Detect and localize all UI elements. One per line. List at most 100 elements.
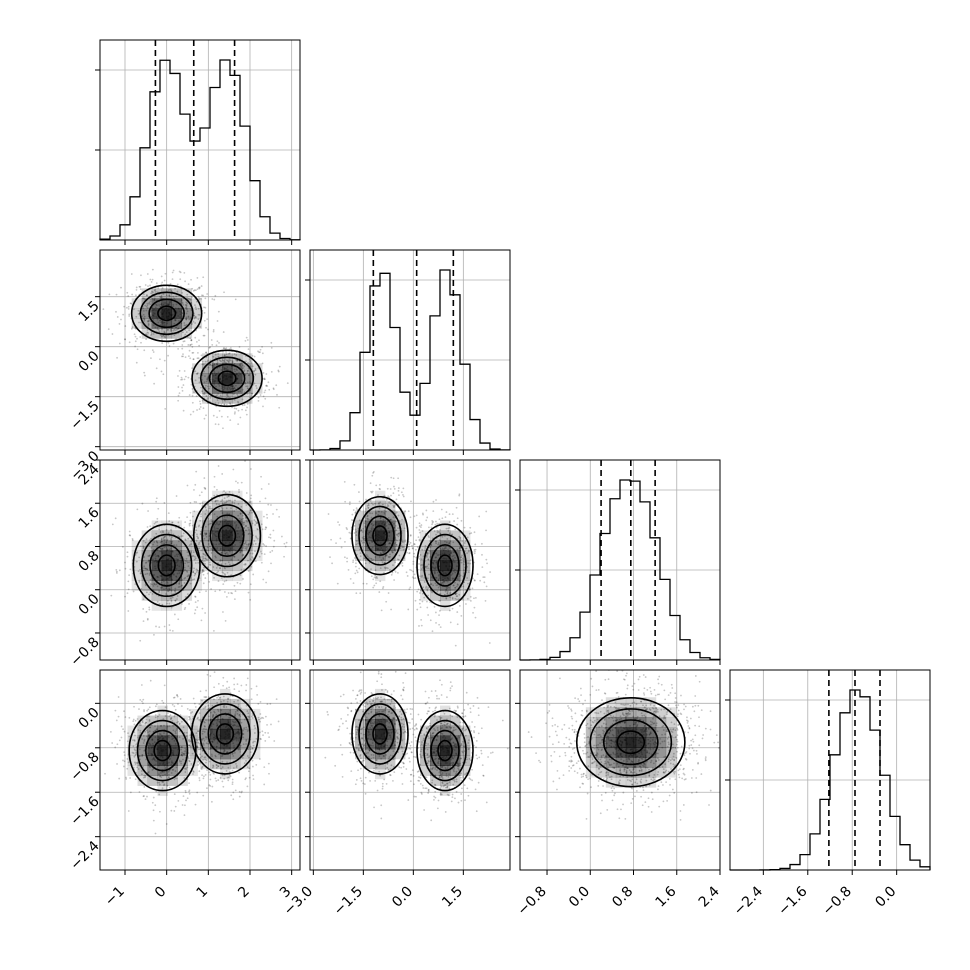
sample-point xyxy=(427,567,429,570)
sample-point xyxy=(164,407,167,410)
sample-point xyxy=(456,611,459,613)
density-cell xyxy=(212,520,223,532)
sample-point xyxy=(463,563,465,566)
sample-point xyxy=(251,556,254,559)
sample-point xyxy=(126,592,129,595)
sample-point xyxy=(126,758,129,760)
sample-point xyxy=(371,512,374,515)
sample-point xyxy=(127,732,129,735)
sample-point xyxy=(375,484,378,487)
sample-point xyxy=(184,596,187,598)
sample-point xyxy=(481,553,483,556)
sample-point xyxy=(483,576,486,579)
sample-point xyxy=(185,304,188,307)
sample-point xyxy=(327,513,330,515)
sample-point xyxy=(472,611,474,614)
sample-point xyxy=(205,532,208,535)
sample-point xyxy=(222,427,224,430)
sample-point xyxy=(169,629,172,632)
sample-point xyxy=(362,537,365,540)
sample-point xyxy=(199,530,202,533)
sample-point xyxy=(243,542,246,545)
sample-point xyxy=(237,423,240,426)
sample-point xyxy=(243,526,245,529)
sample-point xyxy=(460,558,462,561)
sample-point xyxy=(448,532,451,535)
sample-point xyxy=(448,513,451,516)
sample-point xyxy=(170,809,173,812)
sample-point xyxy=(139,285,142,288)
sample-point xyxy=(147,302,150,305)
sample-point xyxy=(217,465,220,467)
sample-point xyxy=(178,759,181,762)
sample-point xyxy=(246,381,249,384)
sample-point xyxy=(215,394,218,397)
sample-point xyxy=(205,742,208,745)
density-cell xyxy=(151,298,163,309)
sample-point xyxy=(216,701,219,704)
sample-point xyxy=(434,523,437,526)
sample-point xyxy=(188,716,191,719)
density-cell xyxy=(171,298,183,309)
sample-point xyxy=(424,547,427,549)
sample-point xyxy=(195,732,198,735)
sample-point xyxy=(210,339,213,341)
sample-point xyxy=(142,539,145,542)
sample-point xyxy=(185,767,187,770)
sample-point xyxy=(218,507,221,510)
sample-point xyxy=(247,369,249,372)
sample-point xyxy=(149,679,152,682)
sample-point xyxy=(242,517,244,520)
density-cell xyxy=(250,708,261,720)
sample-point xyxy=(116,743,119,746)
scatter-panel-1-3 xyxy=(305,669,511,875)
sample-point xyxy=(182,384,185,386)
sample-point xyxy=(286,382,289,385)
sample-point xyxy=(233,398,236,401)
sample-point xyxy=(224,399,226,402)
hist-panel-2 xyxy=(515,459,721,665)
sample-point xyxy=(177,618,180,621)
sample-point xyxy=(139,731,142,734)
sample-point xyxy=(401,564,404,567)
sample-point xyxy=(244,525,247,528)
sample-point xyxy=(383,566,386,569)
sample-point xyxy=(201,571,204,574)
density-cell xyxy=(127,745,138,756)
sample-point xyxy=(372,470,375,473)
sample-point xyxy=(200,285,203,287)
density-cell xyxy=(212,510,223,522)
sample-point xyxy=(123,760,126,763)
sample-point xyxy=(365,498,368,501)
sample-point xyxy=(466,552,469,555)
sample-point xyxy=(467,550,470,553)
sample-point xyxy=(188,298,191,300)
hist-panel-3 xyxy=(725,669,931,875)
sample-point xyxy=(410,569,413,572)
sample-point xyxy=(148,765,151,768)
sample-point xyxy=(254,373,257,376)
sample-point xyxy=(214,555,217,558)
sample-point xyxy=(137,309,140,312)
sample-point xyxy=(182,753,185,756)
sample-point xyxy=(126,291,129,294)
density-cell xyxy=(232,383,243,394)
sample-point xyxy=(203,393,206,395)
sample-point xyxy=(245,519,248,522)
sample-point xyxy=(395,533,398,536)
sample-point xyxy=(203,756,206,759)
sample-point xyxy=(214,402,217,405)
sample-point xyxy=(369,482,372,485)
sample-point xyxy=(257,716,260,719)
sample-point xyxy=(165,593,167,595)
sample-point xyxy=(427,535,430,537)
sample-point xyxy=(453,520,456,522)
density-cell xyxy=(252,373,263,384)
sample-point xyxy=(263,515,265,518)
sample-point xyxy=(133,748,136,751)
sample-point xyxy=(203,537,206,540)
sample-point xyxy=(248,374,251,376)
sample-point xyxy=(135,315,138,318)
sample-point xyxy=(160,335,163,338)
sample-point xyxy=(181,312,184,314)
